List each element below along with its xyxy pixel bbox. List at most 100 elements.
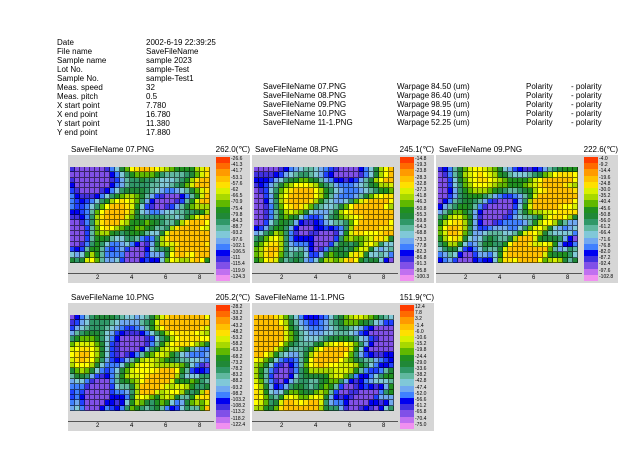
surface-cell <box>568 183 573 189</box>
color-scale-swatch <box>216 385 230 392</box>
surface-cell <box>548 241 553 247</box>
surface-cell <box>503 231 508 237</box>
surface-cell <box>264 225 269 231</box>
surface-cell <box>498 247 503 253</box>
warpage-value: 84.50 (um) <box>431 82 470 91</box>
surface-cell <box>115 252 120 258</box>
surface-cell <box>120 204 125 210</box>
surface-cell <box>523 220 528 226</box>
surface-cell <box>254 368 259 374</box>
surface-cell <box>165 400 170 406</box>
surface-cell <box>165 215 170 221</box>
surface-cell <box>314 172 319 178</box>
measurement-info: Date 2002-6-19 22:39:25 File name SaveFileN… <box>57 38 216 137</box>
surface-cell <box>125 363 130 369</box>
surface-cell <box>274 373 279 379</box>
color-scale-label: -103.2 <box>231 397 246 404</box>
surface-cell <box>140 347 145 353</box>
surface-cell <box>478 177 483 183</box>
info-label: Sample No. <box>57 74 99 83</box>
surface-cell <box>90 199 95 205</box>
surface-cell <box>488 215 493 221</box>
surface-cell <box>70 193 75 199</box>
surface-cell <box>463 231 468 237</box>
surface-cell <box>284 363 289 369</box>
surface-cell <box>180 167 185 173</box>
surface-cell <box>309 325 314 331</box>
surface-cell <box>125 204 130 210</box>
surface-cell <box>105 247 110 253</box>
surface-cell <box>120 183 125 189</box>
surface-cell <box>304 357 309 363</box>
surface-cell <box>125 336 130 342</box>
plot-temperature: 245.1(℃) <box>399 145 434 154</box>
surface-cell <box>349 331 354 337</box>
surface-cell <box>140 379 145 385</box>
surface-cell <box>364 220 369 226</box>
surface-cell <box>105 363 110 369</box>
surface-cell <box>190 231 195 237</box>
surface-cell <box>75 384 80 390</box>
surface-cell <box>319 188 324 194</box>
surface-cell <box>503 220 508 226</box>
surface-cell <box>289 177 294 183</box>
surface-cell <box>110 188 115 194</box>
surface-cell <box>190 241 195 247</box>
surface-cell <box>175 183 180 189</box>
surface-cell <box>100 231 105 237</box>
surface-cell <box>200 225 205 231</box>
surface-cell <box>284 167 289 173</box>
surface-cell <box>165 384 170 390</box>
surface-cell <box>379 220 384 226</box>
surface-cell <box>120 172 125 178</box>
surface-cell <box>140 384 145 390</box>
surface-cell <box>443 247 448 253</box>
info-label: File name <box>57 47 93 56</box>
surface-cell <box>274 236 279 242</box>
surface-cell <box>364 373 369 379</box>
surface-cell <box>135 405 140 411</box>
surface-cell <box>349 188 354 194</box>
surface-cell <box>344 384 349 390</box>
surface-cell <box>95 209 100 215</box>
surface-cell <box>364 236 369 242</box>
surface-cell <box>468 172 473 178</box>
surface-cell <box>518 241 523 247</box>
surface-cell <box>299 368 304 374</box>
surface-cell <box>75 188 80 194</box>
surface-cell <box>190 331 195 337</box>
surface-cell <box>70 379 75 385</box>
surface-cell <box>274 384 279 390</box>
surface-cell <box>130 204 135 210</box>
surface-cell <box>513 167 518 173</box>
surface-cell <box>448 209 453 215</box>
surface-cell <box>294 225 299 231</box>
surface-cell <box>359 167 364 173</box>
surface-cell <box>389 188 394 194</box>
surface-cell <box>483 215 488 221</box>
surface-cell <box>145 231 150 237</box>
surface-cell <box>145 320 150 326</box>
surface-cell <box>200 347 205 353</box>
surface-cell <box>205 315 210 321</box>
surface-cell <box>279 204 284 210</box>
surface-cell <box>200 331 205 337</box>
color-scale-label: -124.3 <box>231 273 246 280</box>
surface-cell <box>185 209 190 215</box>
surface-cell <box>284 236 289 242</box>
surface-cell <box>329 241 334 247</box>
surface-cell <box>110 320 115 326</box>
surface-cell <box>284 331 289 337</box>
surface-cell <box>548 204 553 210</box>
surface-cell <box>254 183 259 189</box>
color-scale-swatch <box>216 250 230 257</box>
surface-cell <box>95 257 100 263</box>
file-name: SaveFileName 07.PNG <box>263 82 347 91</box>
surface-cell <box>309 188 314 194</box>
surface-cell <box>274 331 279 337</box>
surface-cell <box>319 220 324 226</box>
color-scale-label: -70.9 <box>231 199 243 206</box>
surface-cell <box>528 177 533 183</box>
surface-cell <box>359 368 364 374</box>
surface-cell <box>558 252 563 258</box>
